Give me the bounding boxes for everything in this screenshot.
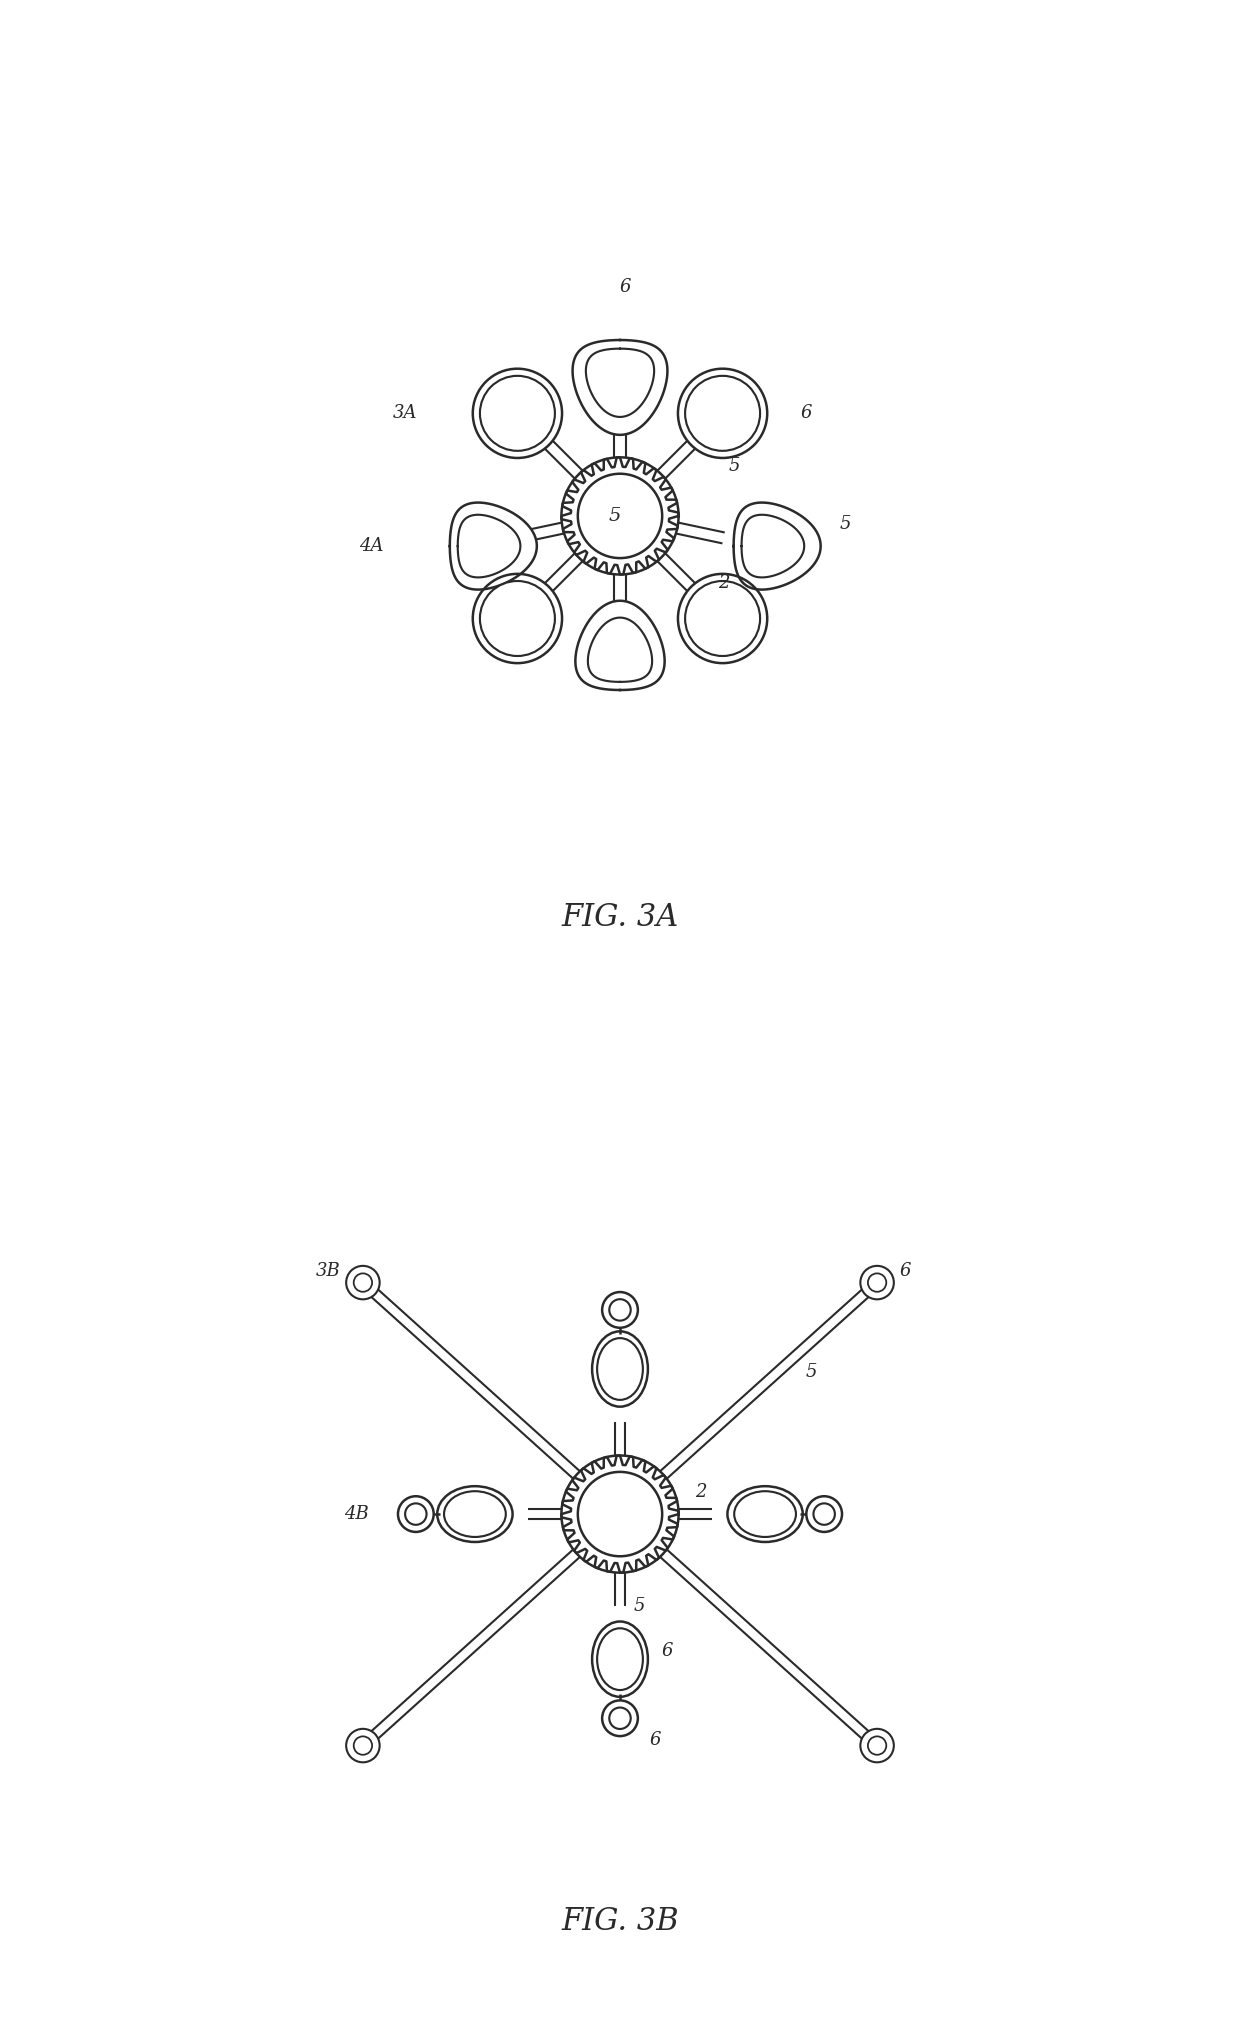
Ellipse shape bbox=[734, 1492, 796, 1537]
Polygon shape bbox=[575, 601, 665, 690]
Circle shape bbox=[472, 574, 562, 664]
Text: 2: 2 bbox=[718, 574, 729, 593]
Polygon shape bbox=[742, 516, 805, 577]
Text: 3B: 3B bbox=[316, 1263, 341, 1281]
Circle shape bbox=[346, 1730, 379, 1762]
Polygon shape bbox=[573, 339, 667, 434]
Polygon shape bbox=[734, 503, 821, 589]
Text: FIG. 3A: FIG. 3A bbox=[562, 901, 678, 934]
Text: 4A: 4A bbox=[358, 538, 383, 554]
Circle shape bbox=[868, 1273, 887, 1291]
Circle shape bbox=[678, 574, 768, 664]
Circle shape bbox=[346, 1267, 379, 1299]
Text: 5: 5 bbox=[609, 508, 620, 526]
Text: 5: 5 bbox=[634, 1598, 646, 1616]
Circle shape bbox=[578, 473, 662, 558]
Text: 6: 6 bbox=[899, 1263, 911, 1281]
Circle shape bbox=[806, 1496, 842, 1533]
Text: 2: 2 bbox=[696, 1482, 707, 1500]
Text: 6: 6 bbox=[649, 1732, 661, 1750]
Ellipse shape bbox=[598, 1628, 642, 1691]
Circle shape bbox=[353, 1736, 372, 1754]
Circle shape bbox=[480, 581, 556, 656]
Circle shape bbox=[353, 1273, 372, 1291]
Circle shape bbox=[684, 376, 760, 451]
Circle shape bbox=[678, 369, 768, 459]
Circle shape bbox=[405, 1504, 427, 1525]
Text: 5: 5 bbox=[839, 516, 852, 532]
Circle shape bbox=[398, 1496, 434, 1533]
Polygon shape bbox=[585, 349, 655, 416]
Text: 5: 5 bbox=[806, 1364, 817, 1380]
Circle shape bbox=[480, 376, 556, 451]
Polygon shape bbox=[458, 516, 521, 577]
Circle shape bbox=[472, 369, 562, 459]
Polygon shape bbox=[588, 617, 652, 682]
Circle shape bbox=[603, 1291, 637, 1328]
Ellipse shape bbox=[444, 1492, 506, 1537]
Circle shape bbox=[684, 581, 760, 656]
Text: 6: 6 bbox=[620, 278, 631, 296]
Circle shape bbox=[578, 1472, 662, 1557]
Polygon shape bbox=[450, 503, 537, 589]
Circle shape bbox=[609, 1707, 631, 1730]
Ellipse shape bbox=[593, 1622, 647, 1697]
Ellipse shape bbox=[728, 1486, 802, 1543]
Text: 3A: 3A bbox=[393, 404, 417, 422]
Circle shape bbox=[868, 1736, 887, 1754]
Circle shape bbox=[861, 1730, 894, 1762]
Text: 6: 6 bbox=[662, 1642, 673, 1661]
Text: 6: 6 bbox=[801, 404, 812, 422]
Ellipse shape bbox=[438, 1486, 512, 1543]
Text: 4B: 4B bbox=[345, 1504, 370, 1522]
Ellipse shape bbox=[593, 1332, 647, 1407]
Text: FIG. 3B: FIG. 3B bbox=[562, 1906, 678, 1937]
Circle shape bbox=[861, 1267, 894, 1299]
Circle shape bbox=[813, 1504, 835, 1525]
Circle shape bbox=[609, 1299, 631, 1322]
Text: 5: 5 bbox=[729, 457, 740, 475]
Ellipse shape bbox=[598, 1338, 642, 1401]
Circle shape bbox=[603, 1701, 637, 1736]
